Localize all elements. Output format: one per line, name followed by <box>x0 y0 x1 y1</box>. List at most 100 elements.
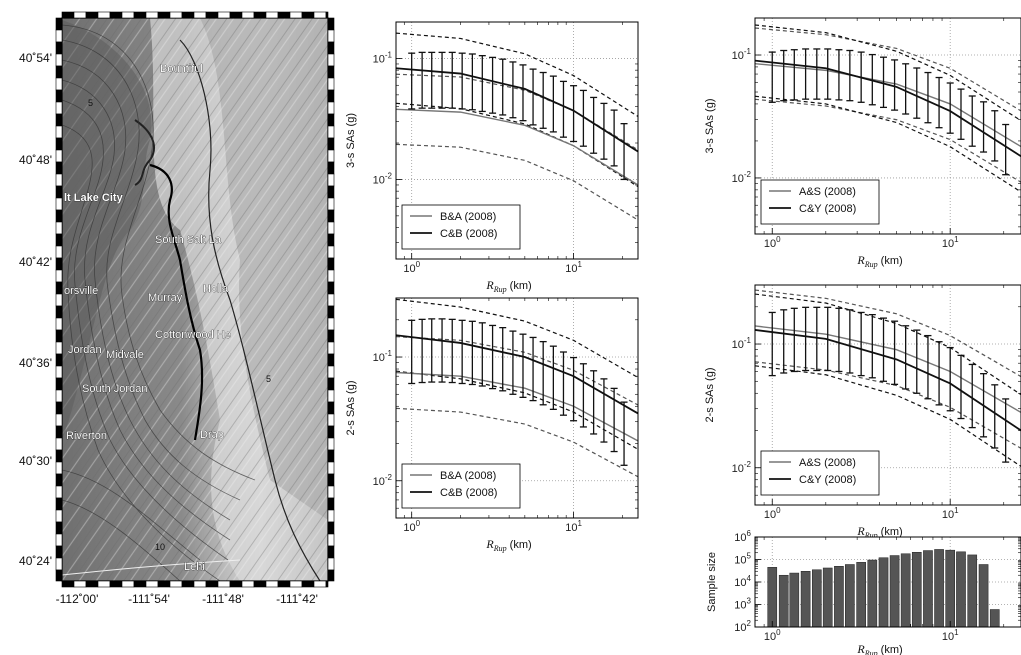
map-border-segment <box>327 209 335 223</box>
map-border-segment <box>55 341 63 355</box>
y-axis-label: 2-s SAs (g) <box>704 367 716 422</box>
longitude-label: -111˚42' <box>276 592 318 606</box>
place-label: Bountiful <box>160 63 203 75</box>
legend-label: C&B (2008) <box>440 228 497 240</box>
legend-label: B&A (2008) <box>440 211 496 223</box>
x-axis-label-main: R <box>485 537 494 551</box>
x-axis-label-unit: (km) <box>507 280 532 292</box>
map-border-segment <box>55 221 63 235</box>
tick-base: 10 <box>942 631 954 643</box>
tick-exponent: -2 <box>385 171 393 180</box>
map-border-segment <box>327 161 335 175</box>
bar <box>834 566 844 627</box>
map-border-segment <box>265 580 279 588</box>
map-border-segment <box>327 53 335 67</box>
map-border-segment <box>325 11 329 19</box>
legend: A&S (2008) C&Y (2008) <box>760 179 880 225</box>
map-border-segment <box>55 353 63 367</box>
map-border-segment <box>229 11 243 19</box>
plot-frame <box>395 21 639 260</box>
legend-label: A&S (2008) <box>799 457 856 469</box>
map-border-segment <box>55 365 63 379</box>
place-label: lt Lake City <box>64 192 124 204</box>
map-border-segment <box>327 509 335 523</box>
contour-label: 5 <box>266 374 271 384</box>
y-tick-label: 10-2 <box>732 460 752 475</box>
tick-base: 10 <box>403 522 415 534</box>
tick-exponent: 1 <box>577 519 582 528</box>
map-border-segment <box>55 521 63 535</box>
map-border-segment <box>55 281 63 295</box>
map-border-segment <box>327 437 335 451</box>
series-line <box>396 67 638 153</box>
tick-exponent: 0 <box>416 260 421 269</box>
map-border-segment <box>55 197 63 211</box>
series-bound-line <box>755 98 1021 183</box>
x-axis-label-unit: (km) <box>878 526 903 538</box>
place-label: Lehi <box>184 561 205 573</box>
map-border-segment <box>61 11 75 19</box>
map-border-segment <box>327 521 335 535</box>
map-border-segment <box>133 580 147 588</box>
map-border-segment <box>55 485 63 499</box>
bar <box>923 550 933 627</box>
longitude-label: -111˚54' <box>128 592 170 606</box>
y-tick-label: 105 <box>734 552 751 567</box>
map-border-segment <box>327 101 335 115</box>
map-border-segment <box>55 329 63 343</box>
map-border-segment <box>327 569 335 582</box>
map-border-segment <box>327 233 335 247</box>
map-border-segment <box>327 389 335 403</box>
map-border-segment <box>327 269 335 283</box>
tick-base: 10 <box>764 238 776 250</box>
map-border-segment <box>217 580 231 588</box>
x-axis-label: RRup (km) <box>856 524 902 540</box>
map-border-segment <box>327 29 335 43</box>
map-border-segment <box>327 17 335 31</box>
contour-lines <box>62 24 256 581</box>
place-label: South Salt La <box>155 234 222 246</box>
map-border-segment <box>85 11 99 19</box>
map-border-segment <box>327 485 335 499</box>
tick-exponent: -2 <box>744 460 752 469</box>
tick-base: 10 <box>734 555 746 567</box>
map-border-segment <box>193 11 207 19</box>
map-border-segment <box>55 149 63 163</box>
series-line <box>396 334 638 415</box>
map-border-segment <box>97 11 111 19</box>
map-border-segment <box>327 341 335 355</box>
map-border-segment <box>55 77 63 91</box>
legend-label: C&Y (2008) <box>799 474 856 486</box>
y-tick-label: 106 <box>734 529 751 544</box>
map-border-segment <box>327 293 335 307</box>
place-label: Riverton <box>66 430 107 442</box>
x-axis-label: RRup (km) <box>485 537 531 553</box>
series-line <box>396 108 638 186</box>
map-border-segment <box>55 113 63 127</box>
map-border-segment <box>169 11 183 19</box>
y-axis-label: 2-s SAs (g) <box>345 380 357 435</box>
tick-base: 10 <box>732 50 744 62</box>
series-bound-line <box>396 102 638 188</box>
tick-exponent: 0 <box>776 506 781 515</box>
map-border-segment <box>55 461 63 475</box>
x-axis-label-main: R <box>856 253 865 267</box>
x-tick-label: 101 <box>565 260 582 275</box>
series-bound-line <box>396 407 638 478</box>
map-border-segment <box>327 449 335 463</box>
contour-label: 5 <box>88 98 93 108</box>
map-border-segment <box>327 41 335 55</box>
longitude-labels: -112˚00' -111˚54' -111˚48' -111˚42' <box>56 592 318 606</box>
map-border-segment <box>97 580 111 588</box>
map-border-segment <box>109 11 123 19</box>
latitude-label: 40˚42' <box>19 255 52 269</box>
tick-exponent: -1 <box>744 336 752 345</box>
tick-exponent: 1 <box>954 506 959 515</box>
map-border-segment <box>327 497 335 511</box>
tick-exponent: 3 <box>747 597 752 606</box>
series-bound-line <box>755 361 1021 449</box>
map-border-segment <box>265 11 279 19</box>
y-tick-label: 10-2 <box>373 473 393 488</box>
